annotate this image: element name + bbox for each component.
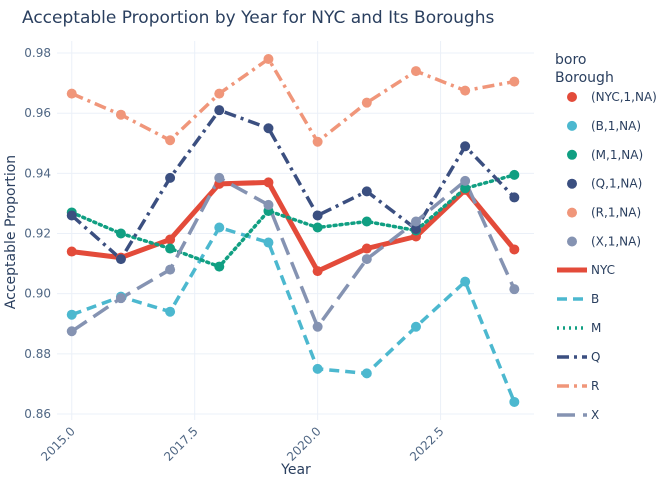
series-point-b-1-na bbox=[312, 363, 323, 374]
y-tick-label: 0.86 bbox=[24, 407, 51, 421]
series-line-b bbox=[71, 225, 516, 403]
series-point-q-1-na bbox=[115, 254, 126, 265]
series-point-x-1-na bbox=[460, 175, 471, 186]
series-point-m-1-na bbox=[509, 169, 520, 180]
series-point-x-1-na bbox=[115, 293, 126, 304]
y-tick-label: 0.90 bbox=[24, 287, 51, 301]
series-point-q-1-na bbox=[410, 223, 421, 234]
legend-marker bbox=[567, 178, 577, 189]
series-point-b-1-na bbox=[165, 306, 176, 317]
legend-label: (X,1,NA) bbox=[591, 235, 641, 249]
series-point-q-1-na bbox=[460, 141, 471, 152]
series-point-b-1-na bbox=[66, 309, 77, 320]
series-point-x-1-na bbox=[214, 172, 225, 183]
series-point-r-1-na bbox=[509, 76, 520, 87]
series-point-b-1-na bbox=[361, 368, 372, 379]
series-point-q-1-na bbox=[214, 105, 225, 116]
series-point-x-1-na bbox=[509, 284, 520, 295]
series-point-q-1-na bbox=[312, 210, 323, 221]
series-line-nyc bbox=[71, 179, 517, 274]
series-point-x-1-na bbox=[361, 254, 372, 265]
series-point-q-1-na bbox=[66, 210, 77, 221]
legend-marker bbox=[567, 149, 577, 160]
y-axis-ticks: 0.86 0.88 0.90 0.92 0.94 0.96 0.98 bbox=[24, 46, 51, 421]
legend-label: Q bbox=[591, 350, 600, 364]
series-point-m-1-na bbox=[165, 243, 176, 254]
legend-label: R bbox=[591, 379, 599, 393]
legend-label: NYC bbox=[591, 263, 615, 277]
series-point-m-1-na bbox=[361, 216, 372, 227]
series-point-nyc-1-na bbox=[312, 266, 323, 277]
legend-label: (B,1,NA) bbox=[591, 119, 641, 133]
series-point-b-1-na bbox=[214, 222, 225, 233]
legend-marker bbox=[567, 120, 577, 131]
series-point-m-1-na bbox=[214, 261, 225, 272]
series-point-m-1-na bbox=[460, 183, 471, 194]
plot-series bbox=[66, 54, 520, 407]
series-point-x-1-na bbox=[410, 216, 421, 227]
series-point-nyc-1-na bbox=[66, 246, 77, 257]
series-point-m-1-na bbox=[312, 222, 323, 233]
series-point-m-1-na bbox=[115, 228, 126, 239]
legend-title-line1: boro bbox=[555, 52, 586, 68]
series-point-x-1-na bbox=[312, 321, 323, 332]
legend-marker bbox=[567, 207, 577, 218]
series-point-b-1-na bbox=[460, 276, 471, 287]
series-line-r bbox=[71, 57, 515, 144]
series-point-q-1-na bbox=[263, 123, 274, 134]
legend-label: (Q,1,NA) bbox=[591, 177, 642, 191]
legend-title-line2: Borough bbox=[555, 70, 614, 86]
series-point-nyc-1-na bbox=[165, 234, 176, 245]
series-point-q-1-na bbox=[165, 172, 176, 183]
legend-label: (M,1,NA) bbox=[591, 148, 643, 162]
legend-label: M bbox=[591, 321, 601, 335]
legend: boro Borough (NYC,1,NA) (B,1,NA) (M,1,NA) (… bbox=[555, 52, 657, 422]
series-point-r-1-na bbox=[165, 135, 176, 146]
legend-marker bbox=[567, 236, 577, 247]
legend-label: (NYC,1,NA) bbox=[591, 90, 657, 104]
y-axis-title: Acceptable Proportion bbox=[3, 155, 19, 309]
series-point-r-1-na bbox=[263, 54, 274, 65]
series-point-b-1-na bbox=[263, 237, 274, 248]
series-point-nyc-1-na bbox=[263, 177, 274, 188]
series-point-r-1-na bbox=[410, 66, 421, 77]
series-point-r-1-na bbox=[361, 97, 372, 108]
y-tick-label: 0.92 bbox=[24, 227, 51, 241]
series-point-q-1-na bbox=[361, 186, 372, 197]
legend-marker bbox=[567, 92, 577, 102]
series-point-r-1-na bbox=[214, 88, 225, 99]
series-line-x bbox=[70, 176, 516, 333]
series-point-q-1-na bbox=[509, 192, 520, 203]
series-point-r-1-na bbox=[66, 88, 77, 99]
legend-label: (R,1,NA) bbox=[591, 206, 641, 220]
y-tick-label: 0.88 bbox=[24, 347, 51, 361]
series-point-nyc-1-na bbox=[509, 244, 520, 255]
series-point-x-1-na bbox=[263, 199, 274, 210]
y-tick-label: 0.94 bbox=[24, 166, 51, 180]
legend-label: B bbox=[591, 292, 599, 306]
y-tick-label: 0.98 bbox=[24, 46, 51, 60]
series-point-r-1-na bbox=[115, 109, 126, 120]
chart-title: Acceptable Proportion by Year for NYC an… bbox=[22, 8, 494, 28]
series-point-nyc-1-na bbox=[361, 243, 372, 254]
series-point-r-1-na bbox=[460, 85, 471, 96]
series-line-m bbox=[70, 173, 517, 269]
legend-label: X bbox=[591, 408, 599, 422]
y-tick-label: 0.96 bbox=[24, 106, 51, 120]
series-point-b-1-na bbox=[410, 321, 421, 332]
series-point-x-1-na bbox=[66, 326, 77, 337]
series-point-b-1-na bbox=[509, 396, 520, 407]
x-axis-title: Year bbox=[280, 462, 311, 478]
series-line-q bbox=[70, 108, 516, 261]
series-point-r-1-na bbox=[312, 136, 323, 147]
series-point-x-1-na bbox=[165, 264, 176, 275]
